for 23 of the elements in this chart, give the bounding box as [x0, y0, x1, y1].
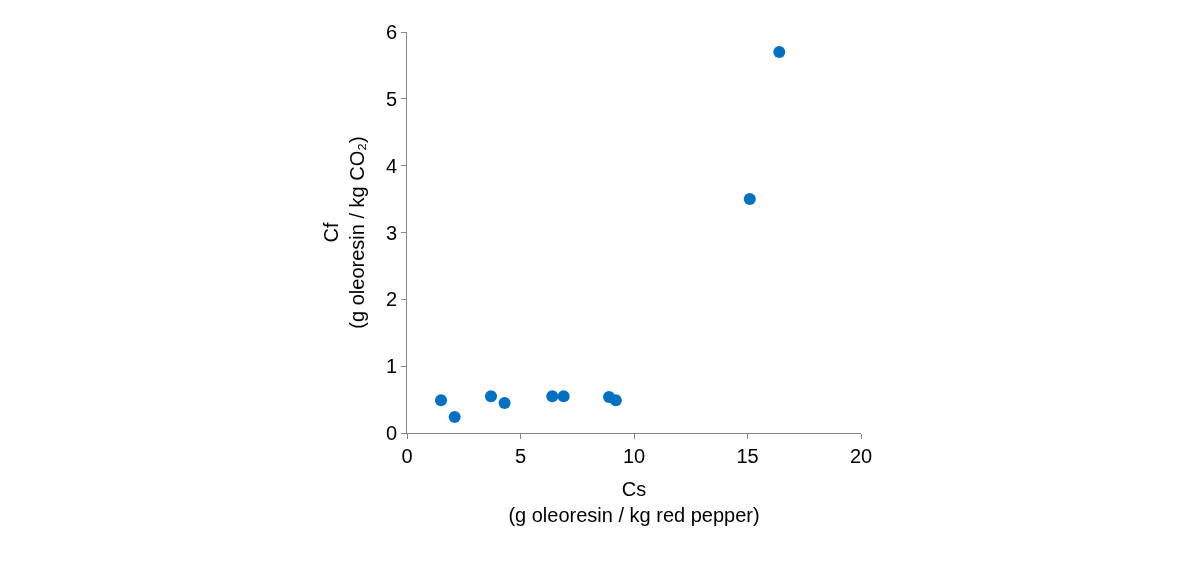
- x-tick-label: 15: [736, 445, 759, 467]
- point: [435, 394, 448, 407]
- point: [773, 46, 786, 59]
- y-tick-label: 5: [385, 87, 397, 110]
- point: [498, 396, 511, 409]
- point: [448, 410, 461, 423]
- y-tick-label: 0: [385, 422, 397, 444]
- y-tick-label: 3: [385, 221, 397, 244]
- point: [557, 390, 570, 403]
- y-tick-label: 6: [385, 21, 397, 43]
- x-tick-label: 5: [514, 445, 527, 467]
- x-tick-label: 0: [401, 445, 413, 467]
- y-tick-label: 1: [385, 355, 397, 378]
- point: [609, 394, 622, 407]
- point: [546, 390, 559, 403]
- x-tick-label: 20: [849, 445, 873, 467]
- y-tick-label: 4: [385, 154, 397, 177]
- y-axis-title: Cf (g oleoresin / kg CO₂): [320, 136, 369, 329]
- point: [743, 193, 756, 206]
- point: [485, 390, 497, 403]
- y-tick-label: 2: [385, 288, 397, 311]
- x-tick-label: 10: [622, 445, 646, 467]
- x-axis-title: Cs (g oleoresin / kg red pepper): [508, 477, 760, 526]
